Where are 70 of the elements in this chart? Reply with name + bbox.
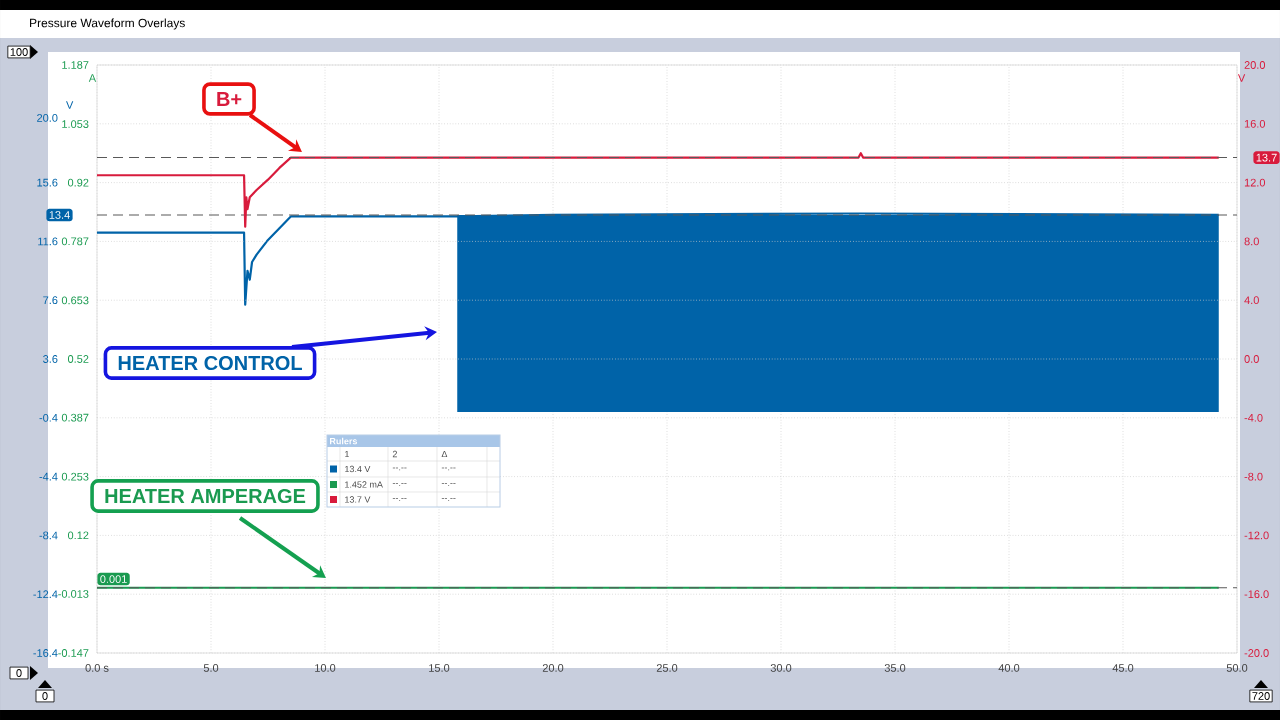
y2-tick-label: -4.0 (1244, 413, 1263, 422)
y3-tick-label: 0.92 (67, 178, 89, 187)
y-tick-label: -0.4 (39, 413, 58, 422)
annotation: --.-- (392, 483, 407, 486)
y2-tick-label: 20.0 (1244, 61, 1266, 69)
text: HEATER CONTROL (118, 355, 302, 371)
y-tick-label: -12.4 (33, 590, 58, 599)
chart-title: Pressure Waveform Overlays (30, 18, 185, 30)
y-tick-label: -16.4 (33, 649, 58, 657)
y2-tick-label: -16.0 (1244, 590, 1269, 599)
y3-tick-label: 0.387 (61, 413, 89, 422)
annotation: 13.7 V (345, 496, 371, 503)
x-tick-label: 35.0 (884, 664, 906, 672)
y2-tick-label: -20.0 (1244, 649, 1269, 657)
y-tick-label: -4.4 (39, 472, 58, 481)
y2-tick-label: -12.0 (1244, 531, 1269, 540)
text: 0 (16, 669, 22, 677)
annotation: 1.452 mA (345, 481, 383, 488)
legend-label: HEATER AMPERAGE (105, 488, 306, 504)
annotation: 13.4 V (345, 465, 371, 473)
x-tick-label: 45.0 (1112, 664, 1134, 672)
annotation: Δ (441, 450, 448, 458)
y-tick-label: 20.0 (37, 114, 58, 122)
y-tick-label: 7.6 (43, 296, 58, 305)
y3-tick-label: 1.053 (62, 120, 89, 128)
y2-tick-label: -8.0 (1244, 472, 1263, 481)
y2-tick-label: 4.0 (1244, 296, 1259, 305)
annotation: --.-- (392, 498, 407, 501)
ref-line-label: 0.001 (100, 575, 127, 583)
annotation: 1 (345, 450, 349, 458)
annotation: 2 (392, 450, 397, 458)
annotation: --.-- (441, 498, 456, 501)
annotation: --.-- (441, 483, 456, 486)
y3-tick-label: -0.147 (58, 649, 89, 657)
x-tick-label: 20.0 (542, 664, 564, 672)
text: 0 (42, 692, 48, 700)
y-tick-label: 15.6 (37, 178, 58, 187)
x-tick-label: 25.0 (656, 664, 678, 672)
x-tick-label: 5.0 (203, 664, 219, 672)
y3-tick-label: 0.253 (61, 472, 89, 481)
text: 720 (1252, 692, 1270, 700)
y3-tick-label: 0.52 (67, 355, 89, 363)
y3-tick-label: 0.12 (67, 531, 89, 540)
x-tick-label: 10.0 (315, 664, 336, 672)
y2-tick-label: 8.0 (1244, 237, 1259, 246)
x-tick-label: 15.0 (429, 664, 450, 672)
y3-tick-label: 0.787 (61, 237, 89, 246)
y-tick-label: -8.4 (39, 531, 58, 540)
y2-axis-title: V (1237, 74, 1246, 82)
y3-tick-label: 1.187 (62, 61, 89, 69)
text: 100 (10, 48, 28, 56)
y-tick-label: 11.6 (38, 237, 58, 246)
y2-tick-label: 12.0 (1244, 178, 1266, 187)
annotation: --.-- (441, 467, 456, 471)
y2-tick-label: 16.0 (1244, 119, 1266, 128)
ref-line-label: 13.7 (1256, 153, 1277, 162)
y2-tick-label: 0.0 (1244, 355, 1259, 363)
x-tick-label: 30.0 (770, 664, 792, 672)
y-axis-title: V (66, 101, 74, 109)
x-tick-label: 40.0 (998, 664, 1020, 672)
x-tick-label: 0.0 s (85, 664, 109, 672)
y3-tick-label: -0.013 (58, 590, 89, 598)
y-tick-label: 3.6 (43, 355, 58, 363)
y3-axis-title: A (88, 74, 97, 82)
x-tick-label: 50.0 (1226, 664, 1248, 672)
annotation: --.-- (392, 467, 407, 471)
annotation: Rulers (330, 437, 358, 445)
text: B+ (217, 92, 242, 106)
y3-tick-label: 0.653 (61, 296, 89, 305)
ref-line-label: 13.4 (49, 211, 70, 219)
